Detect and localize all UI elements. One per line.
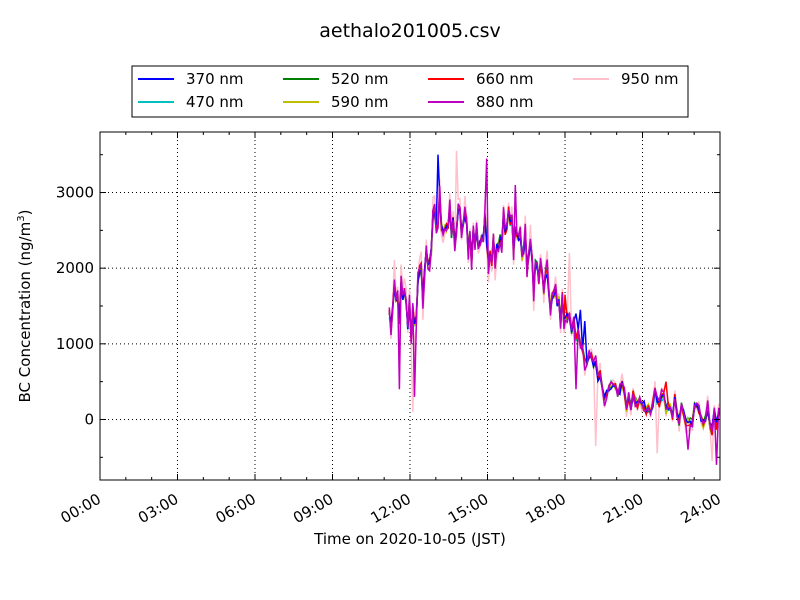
y-tick-label: 3000 — [56, 184, 94, 202]
y-axis-label-main: BC Concentration (ng/m — [16, 222, 34, 403]
grid — [100, 132, 720, 480]
legend-label: 660 nm — [476, 70, 534, 88]
series-line-880-nm — [388, 158, 720, 465]
y-axis-label-superscript: 3 — [16, 215, 27, 221]
y-axis-label: BC Concentration (ng/m3) — [16, 210, 34, 403]
series-lines — [388, 150, 720, 465]
legend-box — [131, 65, 689, 118]
x-axis-label: Time on 2020-10-05 (JST) — [313, 530, 506, 548]
legend-label: 880 nm — [476, 93, 534, 111]
legend-label: 950 nm — [621, 70, 679, 88]
y-tick-label: 1000 — [56, 335, 94, 353]
y-tick-label: 0 — [84, 410, 94, 428]
y-axis-label-end: ) — [16, 210, 34, 216]
legend-label: 470 nm — [186, 93, 244, 111]
legend-label: 370 nm — [186, 70, 244, 88]
legend-label: 520 nm — [331, 70, 389, 88]
legend-label: 590 nm — [331, 93, 389, 111]
chart-title: aethalo201005.csv — [319, 20, 501, 42]
legend: 370 nm 470 nm 520 nm 590 nm 660 nm 880 nm 950 … — [131, 65, 689, 118]
y-tick-label: 2000 — [56, 259, 94, 277]
